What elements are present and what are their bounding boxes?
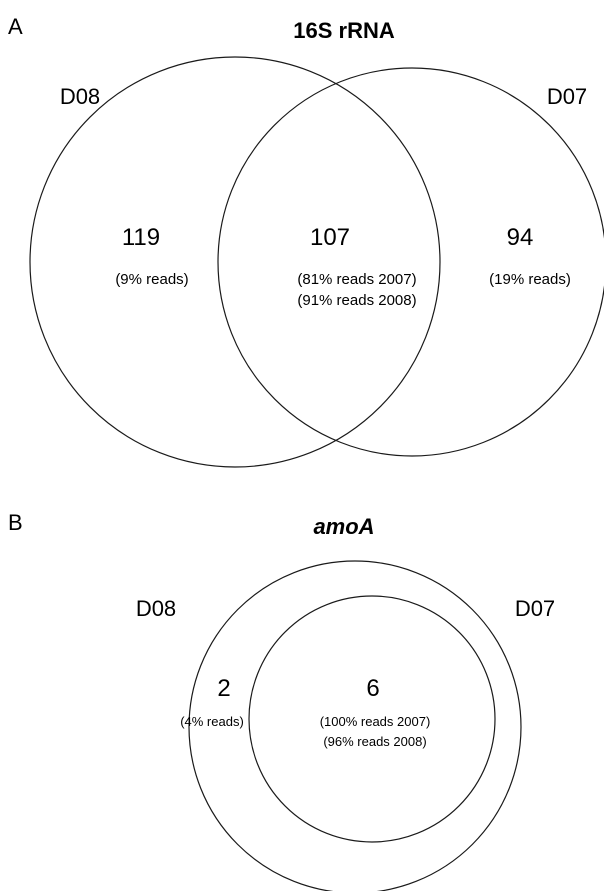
- panel-b-shared-count: 6: [366, 675, 379, 702]
- panel-a-d08-circle: [29, 56, 441, 468]
- panel-b-title: amoA: [313, 514, 374, 539]
- panel-b-d07-label: D07: [515, 596, 555, 621]
- panel-b-d07-circle: [248, 595, 496, 843]
- panel-a-shared-note-2008: (91% reads 2008): [297, 292, 416, 309]
- panel-b-shared-note-2007: (100% reads 2007): [320, 714, 431, 729]
- panel-a-d07-label: D07: [547, 84, 587, 109]
- panel-a-d07-only-note: (19% reads): [489, 271, 571, 288]
- panel-a-d08-only-count: 119: [122, 224, 160, 251]
- panel-b-d08-only-count: 2: [217, 675, 230, 702]
- panel-b: B amoA D08 D07 2 (4% reads) 6 (100% read…: [8, 510, 555, 891]
- panel-a-shared-note-2007: (81% reads 2007): [297, 271, 416, 288]
- panel-b-d08-circle: [188, 560, 522, 891]
- panel-b-d08-only-note: (4% reads): [180, 714, 244, 729]
- panel-b-letter: B: [8, 510, 23, 535]
- panel-a-letter: A: [8, 14, 23, 39]
- panel-a-title: 16S rRNA: [293, 18, 395, 43]
- panel-a-d08-label: D08: [60, 84, 100, 109]
- panel-b-shared-note-2008: (96% reads 2008): [323, 734, 426, 749]
- panel-a: A 16S rRNA D08 D07 119 (9% reads) 107 (8…: [8, 14, 604, 468]
- panel-a-d07-circle: [217, 67, 604, 457]
- panel-a-d07-only-count: 94: [507, 224, 534, 251]
- panel-b-d08-label: D08: [136, 596, 176, 621]
- panel-a-shared-count: 107: [310, 224, 350, 251]
- panel-a-d08-only-note: (9% reads): [115, 271, 188, 288]
